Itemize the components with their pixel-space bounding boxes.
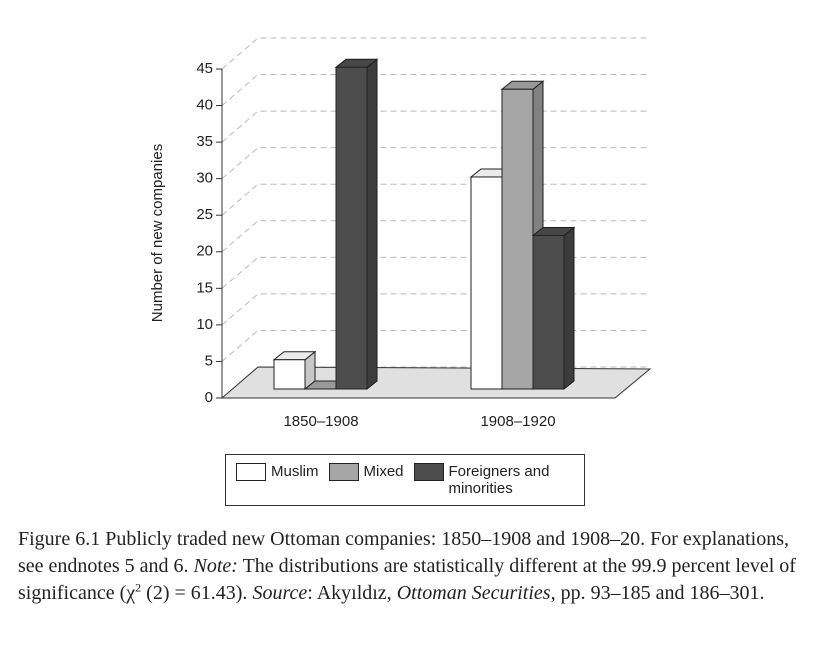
- bar-front: [273, 359, 306, 390]
- bar-front: [532, 234, 565, 390]
- legend-label: Foreigners and minorities: [448, 463, 550, 497]
- y-tick-label: 0: [205, 389, 213, 406]
- caption-run: (2) = 61.43).: [141, 582, 253, 604]
- legend-swatch: [328, 463, 359, 481]
- bar: [334, 58, 379, 391]
- bar: [272, 350, 317, 391]
- legend: Muslim Mixed Foreigners and minorities: [225, 454, 585, 506]
- bar: [500, 80, 545, 391]
- grid-line: [221, 293, 648, 326]
- bar-front: [470, 176, 503, 390]
- y-tick-label: 45: [196, 60, 213, 77]
- bar: [531, 226, 576, 391]
- caption-run: Source: [252, 582, 308, 604]
- caption-run: Figure 6.1 Publicly traded new Ottoman c…: [18, 528, 789, 577]
- y-tick-label: 10: [196, 316, 213, 333]
- grid-line: [221, 74, 648, 106]
- legend-swatch: [236, 463, 266, 481]
- grid-line: [221, 256, 648, 289]
- x-tick-label: 1908–1920: [480, 413, 555, 430]
- x-tick-label: 1850–1908: [283, 413, 358, 430]
- grid-line: [221, 37, 648, 70]
- caption: Figure 6.1 Publicly traded new Ottoman c…: [18, 526, 798, 607]
- y-tick-label: 30: [196, 170, 213, 187]
- bar-front: [501, 88, 534, 390]
- legend-item: Foreigners and minorities: [413, 463, 569, 497]
- caption-run: Ottoman Securities: [396, 582, 551, 604]
- caption-run: : Akyıldız,: [307, 582, 397, 604]
- legend-label: Mixed: [363, 463, 404, 480]
- y-tick-label: 15: [196, 279, 213, 296]
- bar-side: [563, 226, 575, 391]
- grid-line: [221, 329, 648, 362]
- chart: Number of new companies 0 5 10 15 20 25 30 35 40…: [149, 37, 652, 430]
- legend-label: Muslim: [271, 463, 319, 480]
- bar-front: [335, 66, 368, 390]
- grid-line: [221, 147, 648, 180]
- y-tick-label: 20: [196, 243, 213, 260]
- y-tick-label: 25: [196, 206, 213, 223]
- bar-side: [366, 58, 378, 391]
- caption-run: , pp. 93–185 and 186–301.: [550, 582, 765, 604]
- legend-item: Mixed: [328, 463, 404, 481]
- caption-run: 2: [135, 580, 142, 595]
- legend-swatch: [413, 463, 444, 481]
- grid-line: [221, 183, 648, 216]
- y-tick-label: 35: [196, 133, 213, 150]
- y-axis-label: Number of new companies: [149, 144, 166, 322]
- y-tick-label: 40: [196, 97, 213, 114]
- legend-item: Muslim: [236, 463, 319, 481]
- grid-line: [221, 220, 648, 253]
- caption-run: Note:: [193, 555, 238, 577]
- grid-line: [221, 110, 648, 143]
- caption-run: The distributions are statistically diff…: [18, 555, 796, 604]
- y-tick-label: 5: [205, 352, 213, 369]
